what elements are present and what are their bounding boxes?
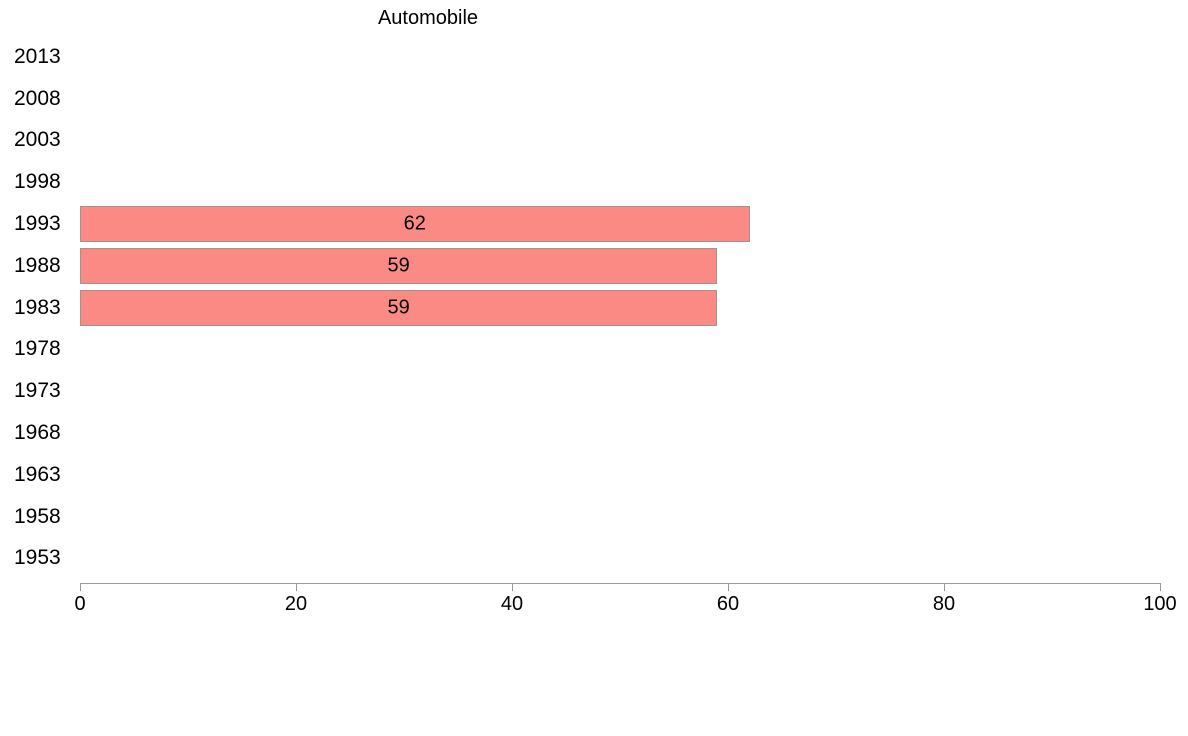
chart-row: 1988 59 [0,245,1188,287]
bar: 59 [80,247,718,284]
bar: 59 [80,289,718,326]
x-axis-tick-label: 100 [1143,593,1177,615]
y-axis-label: 1993 [14,212,61,236]
bar: 62 [80,206,750,243]
y-axis-label: 2003 [14,128,61,152]
y-axis-label: 1998 [14,170,61,194]
x-axis-tick [296,583,297,591]
plot-area: 2013 2008 2003 1998 1993 62 1988 59 1983 59 1978 19… [0,36,1188,580]
y-axis-label: 1963 [14,462,61,486]
x-axis-tick-label: 60 [716,593,740,615]
legend: AutomobileRefrigeratorComputerLoungesuit… [0,620,1188,710]
bar-value-label: 59 [387,296,410,319]
chart-title: Automobile [377,7,479,29]
chart-row: 1993 62 [0,203,1188,245]
y-axis-label: 1953 [14,546,61,570]
y-axis-label: 2008 [14,86,61,110]
chart-row: 1963 [0,454,1188,496]
chart-row: 2013 [0,36,1188,78]
chart-row: 1983 59 [0,287,1188,329]
x-axis-tick-label: 40 [500,593,524,615]
x-axis-line [80,583,1161,584]
y-axis-label: 1973 [14,379,61,403]
x-axis-tick [944,583,945,591]
chart-row: 2008 [0,78,1188,120]
x-axis-tick [80,583,81,591]
bar-value-label: 59 [387,254,410,277]
chart-row: 1953 [0,538,1188,580]
x-axis-tick [728,583,729,591]
chart-row: 2003 [0,120,1188,162]
chart-row: 1968 [0,412,1188,454]
chart-row: 1998 [0,161,1188,203]
y-axis-label: 1968 [14,421,61,445]
bar-value-label: 62 [403,212,426,235]
chart-row: 1973 [0,370,1188,412]
x-axis-tick [1160,583,1161,591]
y-axis-label: 1988 [14,253,61,277]
y-axis-label: 2013 [14,44,61,68]
chart-row: 1958 [0,496,1188,538]
x-axis-tick-label: 20 [284,593,308,615]
chart-row: 1978 [0,329,1188,371]
x-axis-tick [512,583,513,591]
x-axis-tick-label: 0 [74,593,86,615]
y-axis-label: 1983 [14,295,61,319]
x-axis-tick-label: 80 [932,593,956,615]
y-axis-label: 1958 [14,504,61,528]
y-axis-label: 1978 [14,337,61,361]
